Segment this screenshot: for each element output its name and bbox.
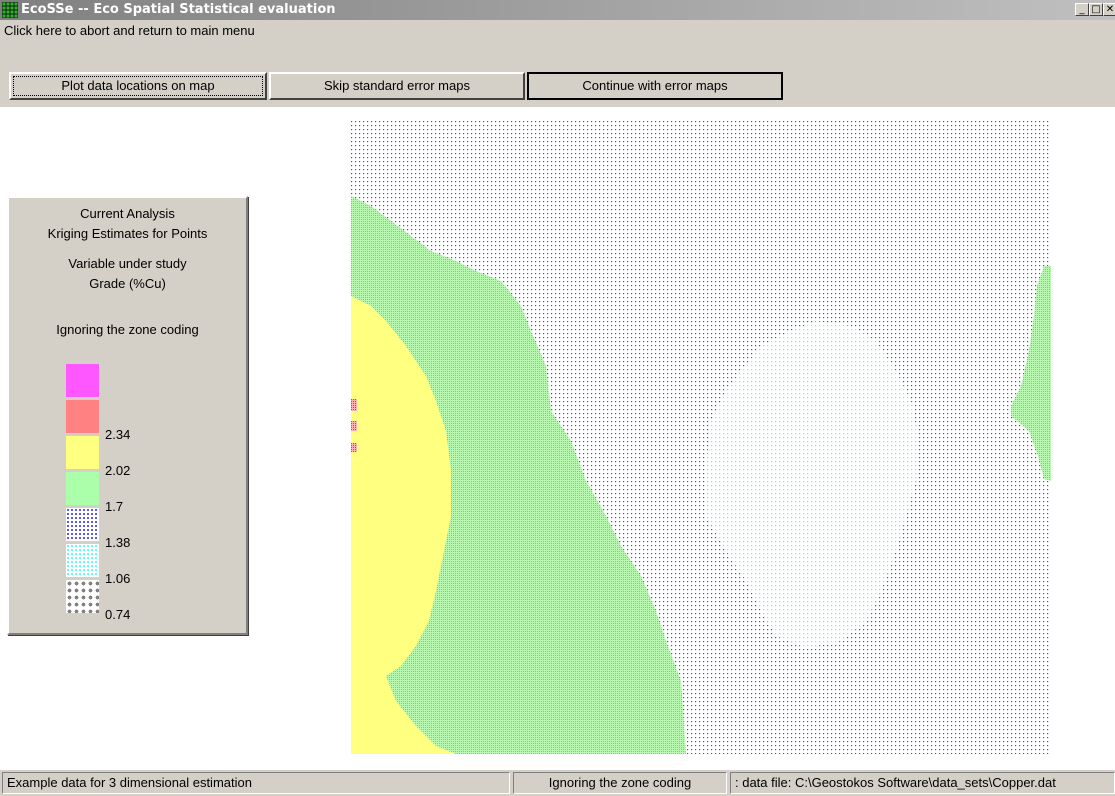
map-zone-green-right: [1011, 266, 1051, 481]
plot-data-locations-button[interactable]: Plot data locations on map: [9, 72, 267, 100]
kriging-map: [351, 121, 1051, 754]
legend-swatch-cyan: [66, 544, 99, 577]
map-zone-yellow: [351, 296, 456, 754]
legend-swatch-white: [66, 580, 99, 613]
legend-value: 1.38: [105, 535, 131, 550]
map-zone-red-3: [351, 443, 357, 452]
variable-value: Grade (%Cu): [89, 276, 166, 291]
abort-menu-item[interactable]: Click here to abort and return to main m…: [4, 23, 255, 38]
legend-value: 2.34: [105, 427, 131, 442]
maximize-button[interactable]: □: [1089, 3, 1103, 16]
toolbar: Plot data locations on map Skip standard…: [0, 41, 1115, 107]
analysis-heading: Current Analysis: [80, 206, 175, 221]
menu-bar: Click here to abort and return to main m…: [0, 20, 1115, 41]
legend-value: 1.7: [105, 499, 124, 514]
legend-swatch-green: [66, 472, 99, 505]
map-zone-green-left: [351, 196, 686, 754]
legend-value: 2.02: [105, 463, 131, 478]
analysis-value: Kriging Estimates for Points: [47, 226, 208, 241]
variable-heading: Variable under study: [68, 256, 187, 271]
legend-panel: Current Analysis Kriging Estimates for P…: [7, 196, 248, 635]
app-icon: [2, 2, 18, 18]
status-bar: Example data for 3 dimensional estimatio…: [0, 770, 1115, 796]
legend-swatch-red: [66, 400, 99, 433]
map-zone-red-1: [351, 399, 357, 411]
minimize-button[interactable]: _: [1075, 3, 1089, 16]
button-row: Plot data locations on map Skip standard…: [9, 72, 785, 102]
skip-error-maps-button[interactable]: Skip standard error maps: [269, 72, 525, 100]
legend-swatch-magenta: [66, 364, 99, 397]
status-zone: Ignoring the zone coding: [513, 772, 727, 794]
legend-value: 1.06: [105, 571, 131, 586]
close-button[interactable]: ✕: [1103, 3, 1115, 16]
legend-value: 0.74: [105, 607, 131, 622]
legend-swatch-yellow: [66, 436, 99, 469]
window-title: EcoSSe -- Eco Spatial Statistical evalua…: [21, 2, 336, 17]
map-zone-red-2: [351, 421, 357, 431]
zone-coding-text: Ignoring the zone coding: [56, 322, 199, 337]
map-zone-cyan: [706, 321, 919, 648]
legend-swatch-blue: [66, 508, 99, 541]
continue-error-maps-button[interactable]: Continue with error maps: [527, 72, 783, 100]
title-bar: EcoSSe -- Eco Spatial Statistical evalua…: [0, 0, 1115, 20]
status-data-file: : data file: C:\Geostokos Software\data_…: [730, 772, 1115, 794]
status-dataset: Example data for 3 dimensional estimatio…: [2, 772, 510, 794]
